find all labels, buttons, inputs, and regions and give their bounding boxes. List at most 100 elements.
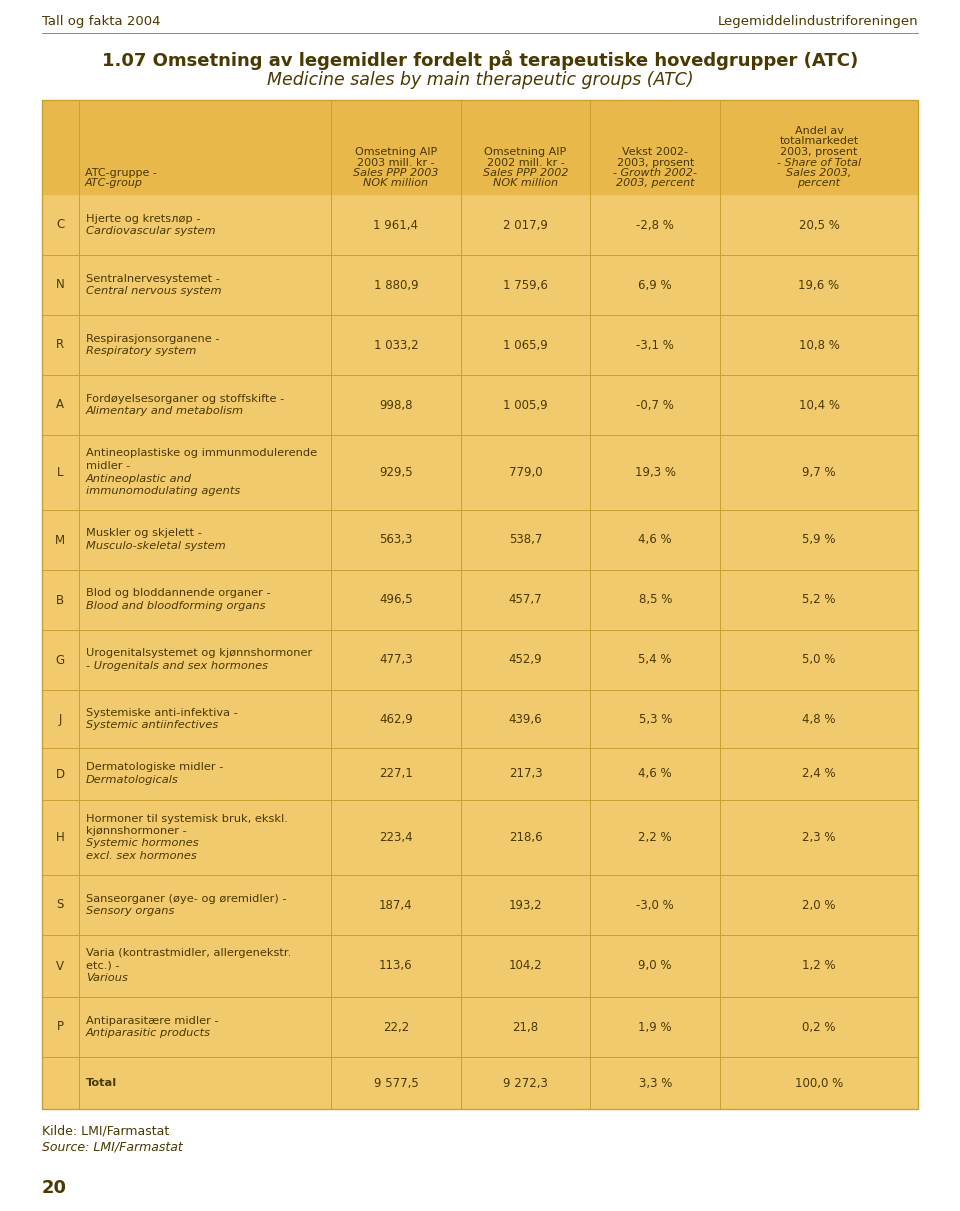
Text: Medicine sales by main therapeutic groups (ATC): Medicine sales by main therapeutic group…	[267, 71, 693, 88]
Text: 563,3: 563,3	[379, 534, 413, 546]
Bar	[42, 1057, 918, 1109]
Text: G: G	[56, 654, 65, 666]
Text: 100,0 %: 100,0 %	[795, 1077, 843, 1090]
Text: 1,9 %: 1,9 %	[638, 1021, 672, 1033]
Text: Total: Total	[85, 1078, 117, 1087]
Text: 929,5: 929,5	[379, 466, 413, 480]
Text: Blod og bloddannende organer -: Blod og bloddannende organer -	[85, 589, 271, 598]
Text: Sentralnervesystemet -: Sentralnervesystemet -	[85, 274, 220, 283]
Text: NOK million: NOK million	[493, 178, 558, 189]
Text: 5,4 %: 5,4 %	[638, 654, 672, 666]
Text: Legemiddelindustriforeningen: Legemiddelindustriforeningen	[717, 16, 918, 29]
Text: 1 961,4: 1 961,4	[373, 218, 419, 231]
Text: 9 272,3: 9 272,3	[503, 1077, 548, 1090]
Text: Vekst 2002-: Vekst 2002-	[622, 147, 688, 157]
Text: 193,2: 193,2	[509, 899, 542, 912]
Text: 452,9: 452,9	[509, 654, 542, 666]
Text: P: P	[57, 1021, 64, 1033]
Text: 19,3 %: 19,3 %	[635, 466, 676, 480]
Bar	[42, 256, 918, 315]
Text: Omsetning AIP: Omsetning AIP	[485, 147, 566, 157]
Text: percent: percent	[798, 178, 841, 189]
Text: Hjerte og kretsлøp -: Hjerte og kretsлøp -	[85, 213, 201, 224]
Bar	[42, 630, 918, 690]
Text: 1 880,9: 1 880,9	[373, 279, 419, 292]
Text: 223,4: 223,4	[379, 831, 413, 844]
Bar	[42, 748, 918, 800]
Text: 19,6 %: 19,6 %	[799, 279, 840, 292]
Text: Systemic hormones: Systemic hormones	[85, 838, 199, 849]
Text: - Urogenitals and sex hormones: - Urogenitals and sex hormones	[85, 661, 268, 671]
Text: Andel av: Andel av	[795, 126, 844, 136]
Text: 20: 20	[42, 1180, 67, 1196]
Text: 113,6: 113,6	[379, 959, 413, 972]
Text: midler -: midler -	[85, 461, 130, 471]
Text: 9,0 %: 9,0 %	[638, 959, 672, 972]
Text: 22,2: 22,2	[383, 1021, 409, 1033]
Text: 2,4 %: 2,4 %	[803, 768, 836, 781]
Text: Sales PPP 2003: Sales PPP 2003	[353, 168, 439, 178]
Text: 1 759,6: 1 759,6	[503, 279, 548, 292]
Bar	[42, 800, 918, 876]
Text: 1 033,2: 1 033,2	[373, 339, 419, 351]
Text: 187,4: 187,4	[379, 899, 413, 912]
Text: - Share of Total: - Share of Total	[777, 157, 861, 167]
Text: 2002 mill. kr -: 2002 mill. kr -	[487, 157, 564, 167]
Text: Antiparasitære midler -: Antiparasitære midler -	[85, 1016, 219, 1026]
Text: ATC-gruppe -: ATC-gruppe -	[84, 168, 156, 178]
Bar	[42, 101, 918, 195]
Text: 1 065,9: 1 065,9	[503, 339, 548, 351]
Text: H: H	[56, 831, 64, 844]
Text: N: N	[56, 279, 64, 292]
Text: 104,2: 104,2	[509, 959, 542, 972]
Text: V: V	[57, 959, 64, 972]
Bar	[42, 570, 918, 630]
Text: 462,9: 462,9	[379, 712, 413, 725]
Text: L: L	[58, 466, 63, 480]
Text: 4,6 %: 4,6 %	[638, 534, 672, 546]
Text: Fordøyelsesorganer og stoffskifte -: Fordøyelsesorganer og stoffskifte -	[85, 394, 284, 403]
Text: kjønnshormoner -: kjønnshormoner -	[85, 826, 186, 836]
Text: Blood and bloodforming organs: Blood and bloodforming organs	[85, 601, 265, 612]
Text: 218,6: 218,6	[509, 831, 542, 844]
Text: 10,8 %: 10,8 %	[799, 339, 839, 351]
Text: J: J	[59, 712, 62, 725]
Text: Hormoner til systemisk bruk, ekskl.: Hormoner til systemisk bruk, ekskl.	[85, 814, 288, 823]
Text: Sales PPP 2002: Sales PPP 2002	[483, 168, 568, 178]
Text: Alimentary and metabolism: Alimentary and metabolism	[85, 406, 244, 417]
Text: 496,5: 496,5	[379, 593, 413, 607]
Text: Kilde: LMI/Farmastat: Kilde: LMI/Farmastat	[42, 1124, 169, 1137]
Text: Central nervous system: Central nervous system	[85, 286, 222, 295]
Text: Muskler og skjelett -: Muskler og skjelett -	[85, 528, 202, 539]
Text: Antineoplastiske og immunmodulerende: Antineoplastiske og immunmodulerende	[85, 448, 317, 459]
Text: -0,7 %: -0,7 %	[636, 398, 674, 412]
Bar	[42, 195, 918, 256]
Text: 439,6: 439,6	[509, 712, 542, 725]
Text: Antineoplastic and: Antineoplastic and	[85, 474, 192, 483]
Text: - Growth 2002-: - Growth 2002-	[613, 168, 697, 178]
Text: 6,9 %: 6,9 %	[638, 279, 672, 292]
Text: 8,5 %: 8,5 %	[638, 593, 672, 607]
Text: 2,0 %: 2,0 %	[803, 899, 836, 912]
Text: immunomodulating agents: immunomodulating agents	[85, 486, 240, 497]
Text: M: M	[56, 534, 65, 546]
Text: 217,3: 217,3	[509, 768, 542, 781]
Bar	[42, 876, 918, 935]
Text: excl. sex hormones: excl. sex hormones	[85, 851, 197, 861]
Text: Systemic antiinfectives: Systemic antiinfectives	[85, 721, 218, 730]
Text: Sanseorganer (øye- og øremidler) -: Sanseorganer (øye- og øremidler) -	[85, 894, 286, 903]
Text: S: S	[57, 899, 64, 912]
Text: 9 577,5: 9 577,5	[373, 1077, 419, 1090]
Text: R: R	[57, 339, 64, 351]
Text: 4,6 %: 4,6 %	[638, 768, 672, 781]
Bar	[42, 935, 918, 997]
Text: 5,0 %: 5,0 %	[803, 654, 836, 666]
Text: D: D	[56, 768, 65, 781]
Text: A: A	[57, 398, 64, 412]
Text: etc.) -: etc.) -	[85, 960, 119, 971]
Text: 2003, prosent: 2003, prosent	[616, 157, 694, 167]
Text: 457,7: 457,7	[509, 593, 542, 607]
Text: 5,9 %: 5,9 %	[803, 534, 836, 546]
Text: 1.07 Omsetning av legemidler fordelt på terapeutiske hovedgrupper (ATC): 1.07 Omsetning av legemidler fordelt på …	[102, 50, 858, 70]
Text: 2,2 %: 2,2 %	[638, 831, 672, 844]
